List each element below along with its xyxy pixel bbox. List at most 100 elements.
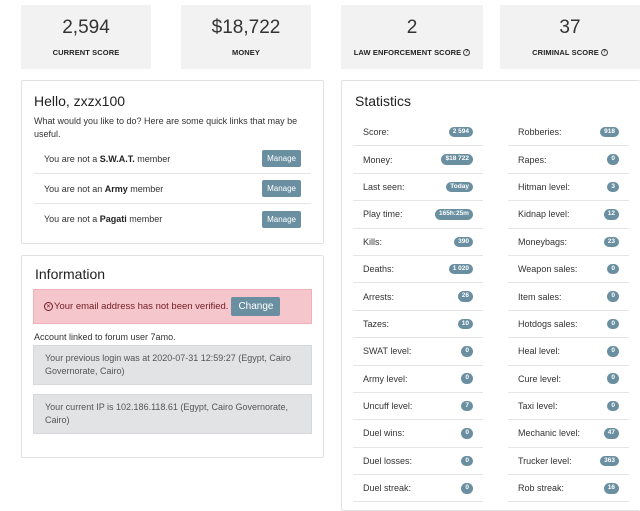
- stat-row: Heal level: 0: [507, 338, 629, 366]
- greeting-title: Hello, zxzx100: [34, 93, 126, 109]
- stat-value-badge: 0: [461, 455, 473, 467]
- stat-row: Deaths: 1 020: [353, 256, 483, 284]
- stat-value-badge: 16: [603, 483, 619, 494]
- stat-value-badge: 390: [454, 236, 473, 247]
- stat-value-badge: 0: [607, 318, 619, 330]
- stat-label: Score:: [363, 127, 390, 138]
- stat-row: Item sales: 0: [507, 283, 629, 311]
- close-circle-icon: ✕: [44, 302, 53, 311]
- stat-value-badge: 0: [461, 483, 473, 494]
- stat-row: Cure level: 0: [507, 366, 629, 393]
- stat-row: Money: $18 722: [353, 146, 483, 174]
- stat-row: Tazes: 10: [353, 311, 483, 339]
- stat-row: Kidnap level: 12: [507, 201, 629, 229]
- current-ip-box: Your current IP is 102.186.118.61 (Egypt…: [33, 394, 312, 434]
- stat-value-badge: 165h:25m: [434, 209, 473, 220]
- question-icon[interactable]: ?: [600, 48, 608, 56]
- stat-label: Money:: [363, 154, 393, 165]
- stat-value-badge: 10: [457, 318, 473, 330]
- stat-label: Uncuff level:: [363, 401, 413, 412]
- stat-label: Moneybags:: [517, 236, 567, 247]
- money-label: MONEY: [231, 47, 260, 57]
- stat-value-badge: 0: [607, 400, 619, 412]
- stat-value-badge: 3: [607, 181, 619, 193]
- stat-value-badge: 7: [461, 400, 473, 412]
- stat-row: Kills: 390: [353, 229, 483, 256]
- quick-links-intro: What would you like to do? Here are some…: [34, 116, 298, 139]
- alert-text: Your email address has not been verified…: [54, 301, 229, 312]
- stat-row: Weapon sales: 0: [507, 256, 629, 284]
- manage-swat-button[interactable]: Manage: [262, 150, 301, 167]
- stat-row: Play time: 165h:25m: [353, 201, 483, 229]
- membership-row-army: You are not an Army member Manage: [34, 174, 311, 204]
- stat-value-badge: 26: [457, 291, 473, 302]
- stat-value-badge: 47: [603, 428, 619, 439]
- stat-value-badge: 0: [461, 428, 473, 439]
- question-icon[interactable]: ?: [463, 48, 471, 56]
- stat-value-badge: 0: [461, 346, 473, 357]
- stat-value-badge: 2 594: [448, 126, 473, 138]
- money-value: $18,722: [211, 16, 281, 38]
- stat-label: Tazes:: [363, 318, 390, 329]
- stat-row: Hitman level: 3: [507, 174, 629, 202]
- stat-row: Trucker level: 363: [507, 448, 629, 476]
- stat-row: Last seen: Today: [353, 174, 483, 202]
- information-panel: Information ✕ Your email address has not…: [21, 255, 324, 458]
- stat-label: Rob streak:: [517, 483, 564, 494]
- manage-army-button[interactable]: Manage: [262, 180, 301, 197]
- law-enforcement-score-label: LAW ENFORCEMENT SCORE?: [353, 47, 471, 57]
- membership-row-pagati: You are not a Pagati member Manage: [34, 204, 311, 234]
- stat-value-badge: 0: [607, 291, 619, 302]
- email-unverified-alert: ✕ Your email address has not been verifi…: [33, 289, 312, 324]
- stat-label: Kidnap level:: [517, 209, 570, 220]
- stat-label: Army level:: [363, 373, 408, 384]
- current-score-value: 2,594: [62, 16, 110, 38]
- stat-row: Mechanic level: 47: [507, 420, 629, 448]
- stat-row: Rapes: 0: [507, 146, 629, 174]
- stat-label: Trucker level:: [517, 455, 572, 466]
- manage-pagati-button[interactable]: Manage: [262, 210, 301, 228]
- hello-panel: Hello, zxzx100 What would you like to do…: [21, 80, 324, 244]
- information-title: Information: [35, 266, 106, 282]
- stat-label: Play time:: [363, 209, 403, 220]
- stat-label: Kills:: [363, 236, 383, 247]
- stat-value-badge: 0: [607, 154, 619, 165]
- stat-row: Duel streak: 0: [353, 475, 483, 503]
- statistics-right-column: Robberies: 918 Rapes: 0 Hitman level: 3 Kidnap…: [507, 119, 629, 503]
- stat-label: Hotdogs sales:: [517, 318, 578, 329]
- stat-label: Heal level:: [517, 346, 560, 357]
- stat-card-law-enforcement-score: 2 LAW ENFORCEMENT SCORE?: [341, 5, 483, 69]
- statistics-left-column: Score: 2 594 Money: $18 722 Last seen: Today P…: [353, 119, 483, 503]
- stat-card-money: $18,722 MONEY: [181, 5, 311, 69]
- stat-card-criminal-score: 37 CRIMINAL SCORE?: [500, 5, 640, 69]
- stat-row: Army level: 0: [353, 366, 483, 393]
- stat-label: Weapon sales:: [517, 264, 578, 275]
- stat-label: Taxi level:: [517, 401, 558, 412]
- stat-value-badge: 12: [603, 209, 619, 220]
- stat-value-badge: 1 020: [448, 263, 473, 275]
- stat-value-badge: 23: [603, 236, 619, 247]
- last-login-box: Your previous login was at 2020-07-31 12…: [33, 345, 312, 385]
- stat-value-badge: 363: [600, 455, 619, 467]
- stat-value-badge: 918: [600, 126, 619, 138]
- stat-label: Hitman level:: [517, 181, 570, 192]
- stat-row: Duel losses: 0: [353, 448, 483, 476]
- stat-row: Taxi level: 0: [507, 393, 629, 421]
- current-score-label: CURRENT SCORE: [52, 47, 120, 57]
- stat-label: Rapes:: [517, 154, 547, 165]
- criminal-score-value: 37: [559, 16, 581, 38]
- membership-row-swat: You are not a S.W.A.T. member Manage: [34, 144, 311, 174]
- stat-card-current-score: 2,594 CURRENT SCORE: [21, 5, 151, 69]
- stat-label: Deaths:: [363, 264, 395, 275]
- stat-label: Robberies:: [517, 127, 562, 138]
- stat-value-badge: 0: [607, 346, 619, 357]
- stat-label: Last seen:: [363, 181, 405, 192]
- stat-row: Robberies: 918: [507, 119, 629, 147]
- stat-value-badge: Today: [446, 181, 473, 193]
- stat-value-badge: 0: [461, 373, 473, 384]
- statistics-title: Statistics: [355, 93, 412, 109]
- stat-label: Duel wins:: [363, 428, 405, 439]
- stat-value-badge: 0: [607, 373, 619, 384]
- change-email-button[interactable]: Change: [231, 297, 281, 316]
- stat-label: Item sales:: [517, 291, 562, 302]
